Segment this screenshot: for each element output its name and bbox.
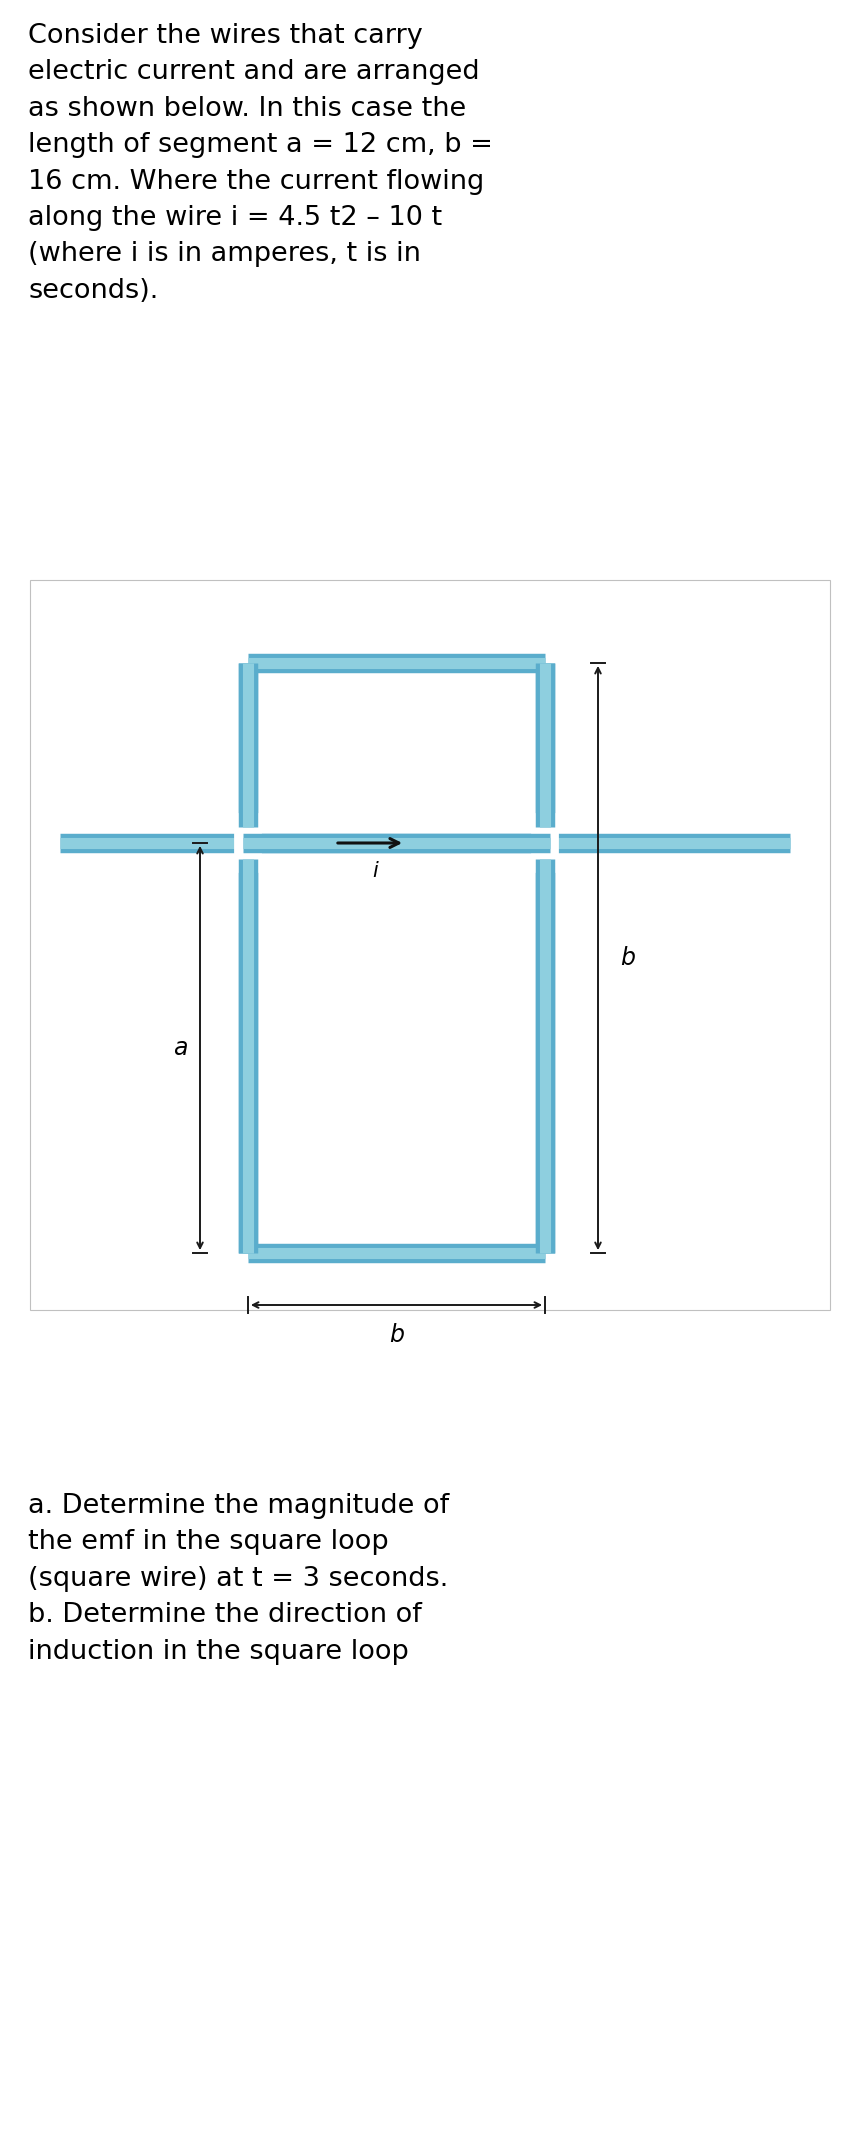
Text: a. Determine the magnitude of
the emf in the square loop
(square wire) at t = 3 : a. Determine the magnitude of the emf in… — [28, 1492, 449, 1664]
Text: b: b — [620, 945, 635, 971]
Text: Consider the wires that carry
electric current and are arranged
as shown below. : Consider the wires that carry electric c… — [28, 24, 492, 304]
Text: i: i — [372, 861, 378, 881]
Text: b: b — [389, 1322, 404, 1348]
Text: a: a — [173, 1036, 187, 1059]
Bar — [30, 579, 830, 1309]
